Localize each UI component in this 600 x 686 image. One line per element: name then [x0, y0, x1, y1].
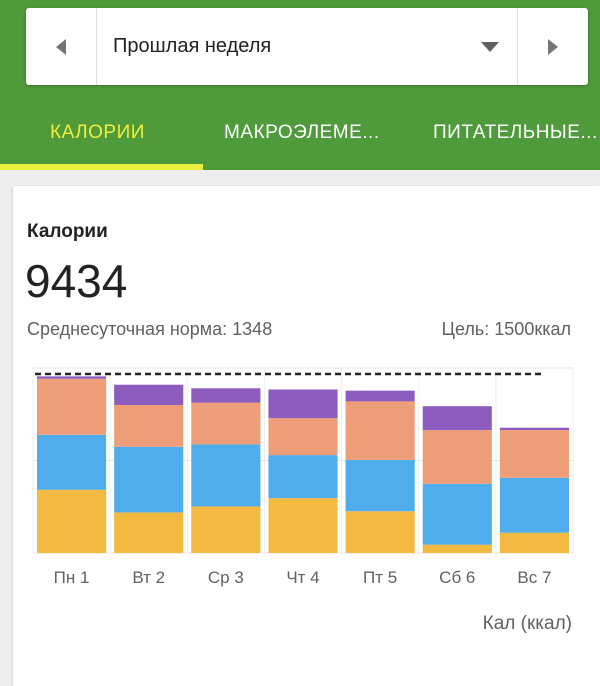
bar-5-segment-2 — [345, 459, 415, 512]
bar-4-segment-1 — [268, 498, 338, 553]
bar-4-segment-2 — [268, 455, 338, 499]
period-selector: Прошлая неделя — [26, 8, 588, 85]
bar-6-segment-4 — [422, 406, 492, 431]
bar-5-segment-4 — [345, 390, 415, 402]
bar-3-segment-3 — [191, 402, 261, 445]
bar-1-segment-3 — [37, 378, 107, 435]
chevron-right-icon — [548, 38, 558, 55]
x-tick-label: Пн 1 — [54, 568, 90, 587]
bar-5-segment-3 — [345, 401, 415, 460]
tab-bar: КАЛОРИИ МАКРОЭЛЕМЕ... ПИТАТЕЛЬНЫЕ... — [0, 95, 600, 170]
active-tab-indicator — [0, 164, 203, 170]
chevron-left-icon — [56, 38, 66, 55]
x-tick-label: Сб 6 — [439, 568, 475, 587]
daily-average: Среднесуточная норма: 1348 — [27, 319, 273, 339]
bar-2-segment-4 — [114, 384, 184, 405]
bar-4-segment-4 — [268, 389, 338, 419]
bar-7-segment-4 — [499, 427, 569, 431]
bar-2-segment-3 — [114, 405, 184, 447]
bar-6-segment-1 — [422, 544, 492, 553]
bar-4-segment-3 — [268, 418, 338, 456]
calorie-chart: Пн 1 Вт 2 Ср 3 Чт 4 Пт 5 Сб 6 Вс 7 — [32, 367, 574, 587]
bar-3-segment-2 — [191, 444, 261, 507]
units-label: Кал (ккал) — [482, 613, 572, 634]
calorie-goal: Цель: 1500ккал — [441, 319, 571, 339]
tab-macronutrients[interactable]: МАКРОЭЛЕМЕ... — [224, 121, 380, 143]
x-tick-label: Пт 5 — [363, 568, 397, 587]
total-calories: 9434 — [25, 255, 128, 307]
bar-3-segment-1 — [191, 506, 261, 553]
period-label: Прошлая неделя — [113, 35, 272, 57]
tab-calories[interactable]: КАЛОРИИ — [50, 121, 145, 143]
bar-1-segment-2 — [37, 434, 107, 490]
bar-7-segment-1 — [499, 532, 569, 553]
top-bar: Прошлая неделя КАЛОРИИ МАКРОЭЛЕМЕ... ПИТ… — [0, 0, 600, 170]
bar-7-segment-2 — [499, 477, 569, 533]
bar-3-segment-4 — [191, 388, 261, 403]
bar-6-segment-3 — [422, 430, 492, 484]
x-tick-label: Чт 4 — [286, 568, 319, 587]
x-tick-label: Ср 3 — [208, 568, 244, 587]
bar-2-segment-2 — [114, 446, 184, 513]
x-tick-label: Вс 7 — [517, 568, 551, 587]
previous-period-button[interactable] — [26, 8, 97, 85]
bar-1-segment-4 — [37, 376, 107, 379]
x-tick-label: Вт 2 — [132, 568, 165, 587]
bar-2-segment-1 — [114, 512, 184, 553]
bar-6-segment-2 — [422, 483, 492, 545]
card-title: Калории — [27, 221, 108, 242]
next-period-button[interactable] — [517, 8, 588, 85]
tab-nutrients[interactable]: ПИТАТЕЛЬНЫЕ... — [433, 121, 598, 143]
bar-5-segment-1 — [345, 511, 415, 553]
bar-7-segment-3 — [499, 430, 569, 478]
period-dropdown[interactable]: Прошлая неделя — [96, 8, 518, 85]
bar-1-segment-1 — [37, 489, 107, 553]
dropdown-arrow-icon — [481, 42, 499, 52]
